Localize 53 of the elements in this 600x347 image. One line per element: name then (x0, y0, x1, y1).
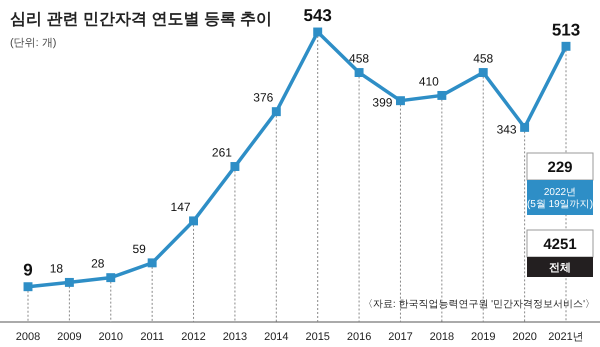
x-tick-label: 2018 (430, 330, 454, 343)
data-label: 343 (496, 122, 517, 136)
x-tick-label: 2015 (305, 330, 330, 343)
data-label: 513 (552, 20, 580, 40)
point (272, 107, 281, 116)
data-label: 376 (253, 90, 274, 105)
annotation: 전체 (549, 262, 571, 274)
point (64, 278, 74, 287)
annotation: 229 (547, 158, 573, 176)
caption-box: 전체 (527, 257, 593, 277)
x-tick-label: 2021년 (548, 330, 584, 343)
data-label: 9 (23, 260, 33, 280)
data-label: 543 (304, 6, 332, 25)
x-tick-label: 2019 (470, 330, 496, 343)
annotation: 2022년 (5월 19일까지) (526, 187, 594, 210)
x-tick-label: 2020 (512, 330, 537, 343)
point (478, 68, 488, 78)
x-tick-label: 2010 (98, 330, 124, 343)
data-label: 59 (132, 242, 146, 256)
annotation: 4251 (543, 236, 577, 253)
point (106, 273, 116, 282)
data-label: 261 (212, 146, 232, 160)
text: 〈자료: 한국직업능력연구원 '민간자격정보서비스'〉 (362, 299, 595, 310)
caption-box: 2022년 (5월 19일까지) (526, 180, 594, 215)
data-label: 28 (91, 256, 105, 271)
x-tick-label: 2012 (181, 330, 206, 343)
data-label: 399 (372, 96, 393, 110)
data-label: 147 (170, 200, 191, 214)
data-label: 18 (50, 261, 64, 276)
point (313, 28, 322, 36)
x-tick-label: 2009 (57, 330, 82, 343)
point (230, 162, 240, 171)
x-tick-label: 2014 (264, 330, 289, 343)
data-label: 458 (349, 52, 370, 66)
point (562, 42, 570, 51)
chart-subtitle: (단위: 개) (10, 37, 56, 49)
point (148, 258, 157, 268)
caption-box: 229 (526, 152, 594, 180)
chart-title: 심리 관련 민간자격 연도별 등록 추이 (10, 11, 272, 28)
point (396, 96, 405, 106)
point (437, 90, 446, 100)
data-label: 458 (473, 52, 494, 66)
point (24, 282, 32, 292)
x-tick-label: 2008 (16, 330, 40, 343)
point (189, 216, 198, 226)
point (354, 68, 364, 78)
x-tick-label: 2016 (346, 330, 372, 343)
x-tick-label: 2011 (140, 330, 164, 343)
caption-box: 4251 (526, 230, 594, 258)
x-tick-label: 2017 (388, 330, 413, 343)
point (520, 122, 530, 132)
data-label: 410 (418, 74, 440, 88)
x-tick-label: 2013 (222, 330, 248, 343)
